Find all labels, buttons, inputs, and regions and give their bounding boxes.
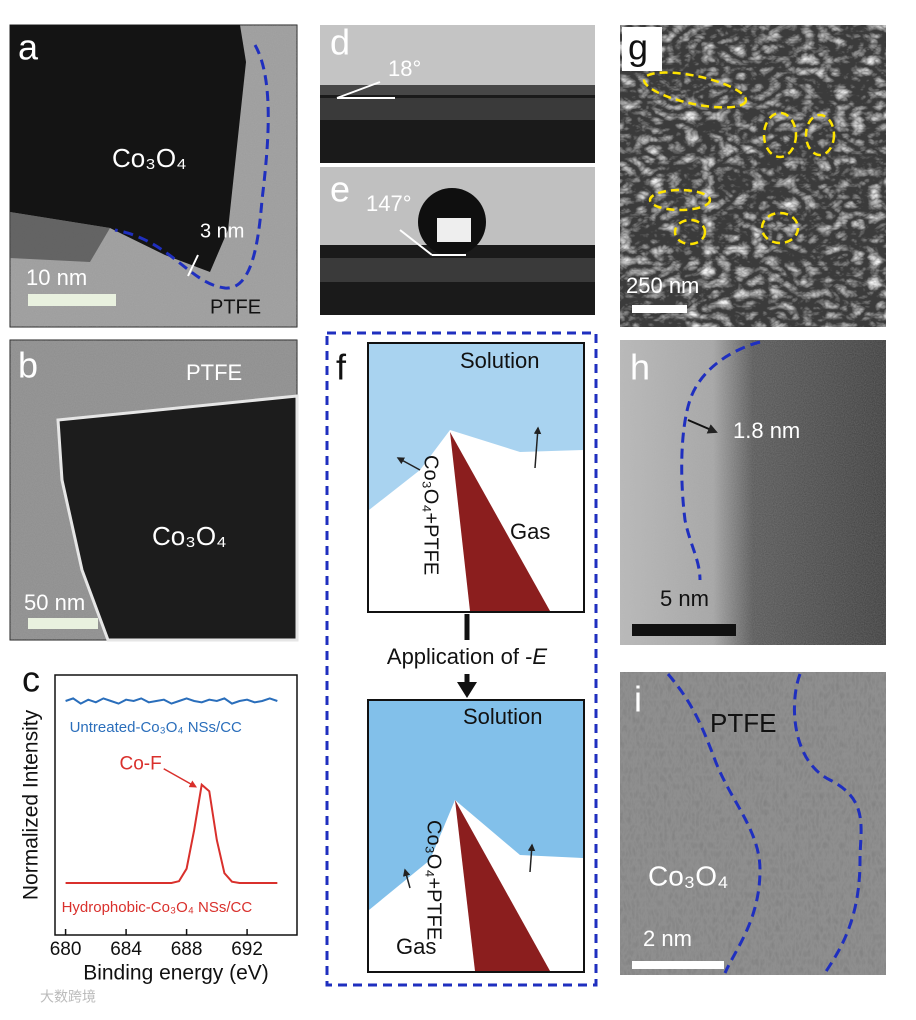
series-label: Untreated-Co₃O₄ NSs/CC [70,719,242,736]
noise [620,340,886,645]
coating-label: PTFE [210,296,261,318]
coating-label: PTFE [186,360,242,385]
panel-h: h 1.8 nm 5 nm [620,340,886,645]
label-box [622,27,662,71]
lattice [620,672,886,975]
annotation-arrow [163,768,198,788]
arrow [402,868,411,889]
solution-region [369,701,583,910]
arrow-head [457,682,477,698]
solution-region [369,344,583,510]
particle [56,394,299,642]
angle-line [399,229,433,256]
interface-line [114,44,270,290]
arrow [527,843,536,873]
electrode [455,800,550,971]
panel-a: a Co₃O₄ 3 nm PTFE 10 nm [9,24,298,328]
plot-frame [54,674,298,936]
step-symbol: E [532,644,547,669]
solution-label: Solution [463,704,543,729]
material-label: Co₃O₄ [648,860,728,891]
scale-bar-label: 50 nm [24,590,85,615]
scale-bar-label: 250 nm [626,273,699,298]
interface-line [680,340,761,581]
x-tick-label: 684 [110,939,142,960]
step-label: Application of -E [387,644,548,669]
x-tick-label: 680 [50,939,82,960]
electrode-label: Co₃O₄+PTFE [423,820,445,940]
series-line [65,697,278,705]
electrode-label: Co₃O₄+PTFE [420,455,442,575]
substrate [320,258,595,282]
panel-label: a [18,27,39,68]
panel-label: g [628,27,648,68]
electrode [450,432,550,611]
panel-c: c Normalized Intensity Binding energy (e… [20,659,298,985]
angle-label: 147° [366,191,412,216]
thickness-label: 1.8 nm [733,418,800,443]
interface-line [792,673,863,974]
scale-bar [632,624,736,636]
scale-bar-label: 2 nm [643,926,692,951]
panel-label: e [330,169,350,210]
material-label: Co₃O₄ [112,143,187,173]
scale-bar [28,618,98,629]
arrow [187,254,199,277]
panel-i: i PTFE Co₃O₄ 2 nm [620,672,886,975]
panel-f: f Solution Co₃O₄+PTFE Gas Application of… [325,331,598,987]
panel-d: d 18° [320,22,595,163]
scale-bar [632,305,687,313]
panel-label: c [22,659,40,700]
series-line [65,782,278,884]
panel-label: i [634,679,642,720]
panel-label: d [330,22,350,63]
substrate [320,98,595,120]
angle-label: 18° [388,56,421,81]
step-text: Application of - [387,644,533,669]
panel-label: b [18,345,38,386]
panel-label: f [336,347,347,388]
scale-bar [632,961,724,969]
coating-label: PTFE [710,708,776,738]
arrow [533,426,542,469]
scale-bar-label: 5 nm [660,586,709,611]
scale-bar-label: 10 nm [26,265,87,290]
background [320,25,595,85]
x-tick-label: 688 [171,939,203,960]
panel-g: g 250 nm [620,25,886,327]
watermark: 大数跨境 [40,989,96,1005]
nanosheets [620,25,886,327]
shadow [10,212,110,262]
x-tick-label: 692 [231,939,263,960]
scale-bar [28,294,116,306]
material-label: Co₃O₄ [152,521,227,551]
gas-label: Gas [396,934,436,959]
panel-label: h [630,347,650,388]
reflection [437,218,471,242]
angle-line [336,81,381,99]
annotation: Co-F [119,754,161,775]
highlights [642,71,836,246]
x-axis-title: Binding energy (eV) [83,962,269,985]
arrow [396,457,421,471]
surface [320,85,595,95]
y-axis-title: Normalized Intensity [20,709,43,900]
interface-line [666,673,762,974]
solution-label: Solution [460,348,540,373]
panel-b: b PTFE Co₃O₄ 50 nm [9,339,299,642]
thickness-label: 3 nm [200,220,244,242]
particle [10,25,246,272]
panel-e: e 147° [320,167,595,315]
gas-label: Gas [510,519,550,544]
series-label: Hydrophobic-Co₃O₄ NSs/CC [62,899,253,916]
dashed-frame [325,331,598,987]
arrow [687,419,718,434]
